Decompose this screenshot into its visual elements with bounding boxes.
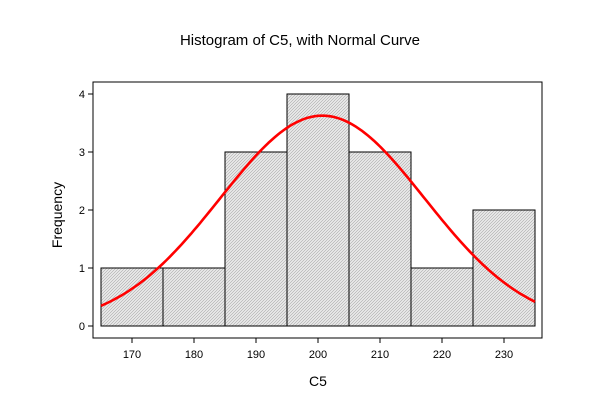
y-tick-label-3: 3 (79, 147, 85, 159)
x-tick-label-190: 190 (247, 349, 265, 361)
y-tick-label-2: 2 (79, 205, 85, 217)
histogram-bars (100, 93, 536, 327)
y-tick-label-4: 4 (79, 89, 85, 101)
histogram-bar-5 (348, 151, 412, 327)
histogram-bar-2 (162, 267, 226, 327)
normal-curve-layer (100, 114, 536, 307)
y-tick-label-0: 0 (79, 321, 85, 333)
x-tick-label-220: 220 (433, 349, 451, 361)
histogram-bar-7 (472, 209, 536, 327)
histogram-bar-4 (286, 93, 350, 327)
x-tick-label-170: 170 (123, 349, 141, 361)
y-axis-label: Frequency (49, 182, 65, 248)
plot-frame (92, 81, 543, 339)
axes: 0 1 2 3 4 170 180 190 200 210 220 230 (79, 89, 513, 361)
chart-title: Histogram of C5, with Normal Curve (180, 32, 420, 49)
x-tick-label-200: 200 (309, 349, 327, 361)
x-axis-label: C5 (309, 373, 327, 389)
x-tick-label-180: 180 (185, 349, 203, 361)
x-tick-label-230: 230 (495, 349, 513, 361)
histogram-bar-6 (410, 267, 474, 327)
histogram-bar-1 (100, 267, 164, 327)
y-tick-label-1: 1 (79, 263, 85, 275)
normal-curve-line (100, 114, 536, 307)
x-tick-label-210: 210 (371, 349, 389, 361)
histogram-bar-3 (224, 151, 288, 327)
